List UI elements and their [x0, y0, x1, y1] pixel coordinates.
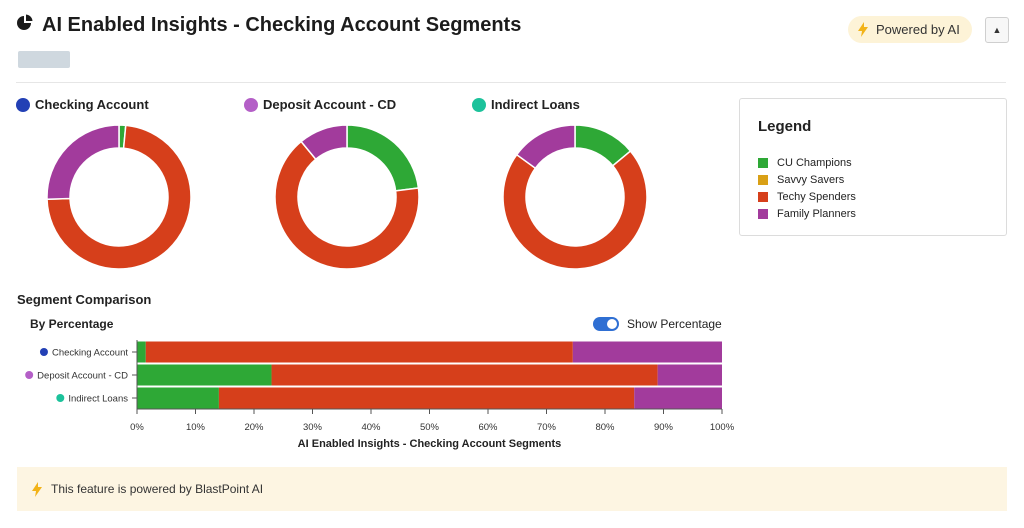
- donut-loans-title: Indirect Loans: [491, 97, 580, 112]
- donut-checking-header: Checking Account: [16, 97, 149, 112]
- donut-checking-account: Checking Account: [16, 97, 192, 270]
- x-tick-label: 10%: [186, 422, 206, 433]
- page-title: AI Enabled Insights - Checking Account S…: [42, 14, 522, 36]
- legend-swatch: [758, 174, 768, 185]
- legend-label: CU Champions: [777, 156, 852, 169]
- show-percentage-control[interactable]: Show Percentage: [593, 317, 722, 331]
- legend-label: Techy Spenders: [777, 190, 856, 203]
- donut-checking-title: Checking Account: [35, 97, 149, 112]
- deposit-dot: [244, 97, 258, 112]
- caret-up-icon: ▲: [992, 25, 1002, 35]
- x-tick-label: 30%: [303, 422, 323, 433]
- x-tick-label: 100%: [710, 422, 735, 433]
- bar-indirect-loans-techy-spenders: [218, 387, 635, 409]
- bar-deposit-account-cd-cu-champions: [137, 364, 272, 386]
- donut-loans-header: Indirect Loans: [472, 97, 580, 112]
- y-tick-label-deposit-account-cd: Deposit Account - CD: [37, 371, 128, 382]
- x-tick-label: 40%: [361, 422, 381, 433]
- footer-text: This feature is powered by BlastPoint AI: [51, 482, 264, 496]
- legend-item-techy-spenders: Techy Spenders: [758, 188, 856, 205]
- segment-comparison-subtitle: By Percentage: [30, 317, 114, 331]
- toggle-knob: [607, 319, 617, 329]
- header-divider: [16, 82, 1006, 83]
- legend-swatch: [758, 208, 768, 219]
- bar-checking-account-family-planners: [572, 341, 722, 363]
- legend-list: CU Champions Savvy Savers Techy Spenders…: [758, 154, 856, 222]
- x-tick-label: 20%: [244, 422, 264, 433]
- bar-indirect-loans-cu-champions: [137, 387, 219, 409]
- donut-deposit-title: Deposit Account - CD: [263, 97, 397, 112]
- loans-dot: [472, 97, 486, 112]
- donut-slice-techy-spenders: [274, 140, 420, 270]
- show-percentage-label: Show Percentage: [627, 317, 722, 331]
- y-tick-label-checking-account: Checking Account: [52, 348, 128, 359]
- legend-label: Savvy Savers: [777, 173, 845, 186]
- donut-deposit-header: Deposit Account - CD: [244, 97, 396, 112]
- x-tick-label: 70%: [537, 422, 557, 433]
- donut-slice-cu-champions: [346, 124, 420, 192]
- checking-dot: [16, 97, 30, 112]
- donut-deposit-svg: [274, 124, 420, 270]
- bar-indirect-loans-family-planners: [634, 387, 722, 409]
- donut-loans-svg: [502, 124, 648, 270]
- donut-slice-family-planners: [46, 124, 120, 201]
- legend-item-savvy-savers: Savvy Savers: [758, 171, 856, 188]
- legend-swatch: [758, 157, 768, 168]
- donut-slice-techy-spenders: [46, 124, 192, 270]
- donut-slice-techy-spenders: [502, 150, 648, 270]
- legend-label: Family Planners: [777, 207, 856, 220]
- legend-panel: Legend CU Champions Savvy Savers Techy S…: [739, 98, 1007, 236]
- legend-title: Legend: [758, 118, 812, 135]
- ai-badge-label: Powered by AI: [876, 22, 960, 37]
- y-tick-dot-indirect-loans: [56, 394, 65, 402]
- footer-notice: This feature is powered by BlastPoint AI: [17, 467, 1007, 511]
- x-tick-label: 0%: [130, 422, 144, 433]
- bar-checking-account-cu-champions: [137, 341, 146, 363]
- y-tick-dot-deposit-account-cd: [25, 371, 34, 379]
- lightning-icon: [858, 22, 868, 37]
- powered-by-ai-badge: Powered by AI: [848, 16, 972, 43]
- donut-indirect-loans: Indirect Loans: [472, 97, 648, 270]
- donut-slice-family-planners: [300, 124, 348, 161]
- page-header: AI Enabled Insights - Checking Account S…: [16, 14, 521, 37]
- bar-deposit-account-cd-family-planners: [657, 364, 722, 386]
- legend-swatch: [758, 191, 768, 202]
- donut-checking-svg: [46, 124, 192, 270]
- bar-checking-account-techy-spenders: [145, 341, 573, 363]
- y-tick-dot-checking-account: [39, 348, 48, 356]
- segment-comparison-title: Segment Comparison: [17, 292, 152, 307]
- lightning-icon: [32, 481, 42, 497]
- collapse-button[interactable]: ▲: [985, 17, 1009, 43]
- pie-chart-icon: [16, 14, 34, 37]
- show-percentage-toggle[interactable]: [593, 317, 619, 331]
- x-axis-title: AI Enabled Insights - Checking Account S…: [298, 438, 562, 450]
- donut-deposit-account: Deposit Account - CD: [244, 97, 420, 270]
- x-tick-label: 50%: [420, 422, 440, 433]
- x-tick-label: 60%: [478, 422, 498, 433]
- donut-slice-family-planners: [515, 124, 576, 170]
- x-tick-label: 80%: [595, 422, 615, 433]
- bar-deposit-account-cd-techy-spenders: [271, 364, 658, 386]
- loading-placeholder: [18, 51, 70, 68]
- legend-item-family-planners: Family Planners: [758, 205, 856, 222]
- y-tick-label-indirect-loans: Indirect Loans: [68, 394, 128, 405]
- legend-item-cu-champions: CU Champions: [758, 154, 856, 171]
- x-tick-label: 90%: [654, 422, 674, 433]
